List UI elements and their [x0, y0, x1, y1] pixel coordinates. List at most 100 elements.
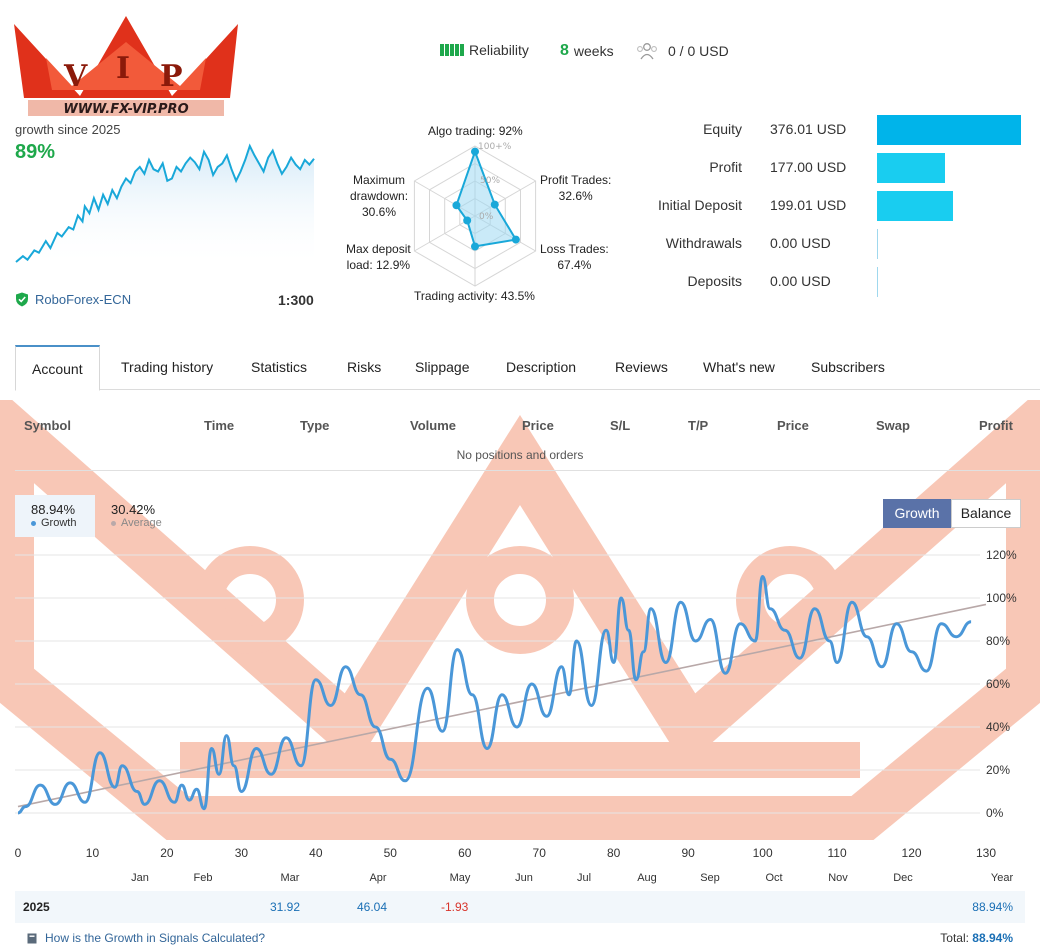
summary-bar: [877, 153, 945, 183]
y-tick-label: 20%: [986, 763, 1010, 777]
x-tick-label: 110: [828, 846, 847, 860]
radar-label-algo: Algo trading: 92%: [428, 124, 523, 138]
month-label: Mar: [281, 872, 300, 884]
y-tick-label: 120%: [986, 548, 1017, 562]
x-tick-label: 10: [86, 846, 100, 860]
summary-bar: [877, 229, 878, 259]
summary-row-profit: Profit 177.00 USD: [0, 153, 1040, 183]
column-header-symbol[interactable]: Symbol: [24, 418, 71, 433]
summary-value: 177.00 USD: [770, 159, 847, 175]
column-header-type[interactable]: Type: [300, 418, 330, 433]
radar-scale-50: 50%: [480, 176, 500, 186]
column-header-s-l[interactable]: S/L: [610, 418, 631, 433]
average-line: [17, 603, 987, 808]
column-header-time[interactable]: Time: [204, 418, 235, 433]
mini-growth-chart: [15, 143, 315, 268]
summary-label: Equity: [703, 121, 742, 137]
month-label: May: [450, 872, 471, 884]
year-apr-value: 46.04: [357, 900, 388, 914]
tab-slippage[interactable]: Slippage: [415, 359, 470, 375]
x-tick-label: 20: [160, 846, 174, 860]
tab-statistics[interactable]: Statistics: [251, 359, 308, 375]
year-label: 2025: [23, 900, 50, 914]
column-header-volume[interactable]: Volume: [410, 418, 456, 433]
radar-label-max-drawdown: Maximum drawdown: 30.6%: [350, 173, 409, 219]
watermark-logo: [0, 400, 1040, 840]
summary-label: Initial Deposit: [657, 197, 742, 213]
growth-toggle-button[interactable]: Growth: [883, 499, 951, 528]
growth-percent: 89%: [15, 141, 56, 163]
x-tick-label: 80: [607, 846, 621, 860]
subscribers-indicator[interactable]: 0 / 0 USD: [636, 42, 729, 60]
chart-legend[interactable]: 88.94% Growth 30.42% Average: [15, 495, 170, 537]
reliability-bars-icon: [440, 44, 464, 56]
month-label: Jul: [577, 872, 591, 884]
x-tick-label: 120: [902, 846, 922, 860]
leverage-value: 1:300: [278, 292, 314, 308]
y-tick-label: 0%: [986, 806, 1004, 820]
radar-label-profit-trades: Profit Trades: 32.6%: [540, 173, 612, 203]
x-tick-label: 70: [533, 846, 547, 860]
summary-row-withdrawals: Withdrawals 0.00 USD: [0, 229, 1040, 259]
month-label: Jun: [515, 872, 533, 884]
summary-value: 376.01 USD: [770, 121, 847, 137]
radar-point-1: [490, 200, 499, 209]
radar-label-activity: Trading activity: 43.5%: [414, 289, 535, 303]
site-logo: V I P WWW.FX-VIP.PRO: [14, 16, 238, 117]
legend-growth-label: Growth: [31, 517, 76, 529]
radar-chart: 100+% 50% 0% Algo trading: 92% Profit Tr…: [330, 118, 640, 313]
column-header-t-p[interactable]: T/P: [688, 418, 709, 433]
no-positions-message: No positions and orders: [456, 448, 584, 462]
column-header-profit[interactable]: Profit: [979, 418, 1013, 433]
column-header-swap[interactable]: Swap: [876, 418, 910, 433]
year-mar-value: 31.92: [270, 900, 301, 914]
mini-chart-line: [15, 143, 315, 263]
summary-value: 0.00 USD: [770, 235, 831, 251]
total-growth: Total: 88.94%: [940, 931, 1013, 945]
column-header-price[interactable]: Price: [522, 418, 554, 433]
tab-account[interactable]: Account: [15, 345, 100, 391]
summary-row-equity: Equity 376.01 USD: [0, 115, 1040, 145]
tab-subscribers[interactable]: Subscribers: [811, 359, 885, 375]
weeks-value: 8: [560, 42, 569, 59]
book-icon: [27, 933, 37, 943]
summary-row-initial-deposit: Initial Deposit 199.01 USD: [0, 191, 1040, 221]
radar-point-0: [471, 147, 479, 156]
x-tick-label: 30: [235, 846, 249, 860]
weeks-label: weeks: [573, 43, 614, 59]
broker-link[interactable]: RoboForex-ECN: [15, 292, 131, 307]
column-header-price[interactable]: Price: [777, 418, 809, 433]
x-tick-label: 50: [384, 846, 398, 860]
help-link[interactable]: How is the Growth in Signals Calculated?: [27, 931, 265, 945]
weeks-indicator: 8 weeks: [560, 42, 614, 60]
users-icon: [637, 43, 657, 60]
reliability-indicator[interactable]: Reliability: [440, 42, 529, 58]
tab-what-s-new[interactable]: What's new: [703, 359, 775, 375]
x-tick-label: 60: [458, 846, 472, 860]
y-tick-label: 60%: [986, 677, 1010, 691]
y-tick-label: 80%: [986, 634, 1010, 648]
month-label: Nov: [828, 872, 848, 884]
summary-value: 0.00 USD: [770, 273, 831, 289]
tab-risks[interactable]: Risks: [347, 359, 382, 375]
balance-toggle-button[interactable]: Balance: [951, 499, 1021, 528]
month-label: Aug: [637, 872, 657, 884]
legend-growth-box[interactable]: [15, 495, 95, 537]
growth-line: [17, 575, 972, 815]
radar-label-loss-trades: Loss Trades: 67.4%: [540, 242, 609, 272]
tab-description[interactable]: Description: [506, 359, 577, 375]
reliability-label: Reliability: [469, 42, 529, 58]
tab-reviews[interactable]: Reviews: [615, 359, 668, 375]
broker-name: RoboForex-ECN: [35, 292, 132, 307]
logo-letter-v: V: [63, 59, 88, 94]
total-value: 88.94%: [972, 931, 1013, 945]
summary-label: Deposits: [687, 273, 742, 289]
month-label: Oct: [765, 872, 782, 884]
growth-since-label: growth since 2025: [15, 122, 121, 137]
growth-chart: 0% 20% 40% 60% 80% 100% 120% 0 10 20 30 40 50 60 70 80…: [15, 548, 1017, 884]
radar-point-3: [471, 242, 479, 251]
tab-trading-history[interactable]: Trading history: [121, 359, 214, 375]
radar-point-5: [452, 201, 461, 210]
month-label: Sep: [700, 872, 720, 884]
x-tick-label: 90: [681, 846, 695, 860]
